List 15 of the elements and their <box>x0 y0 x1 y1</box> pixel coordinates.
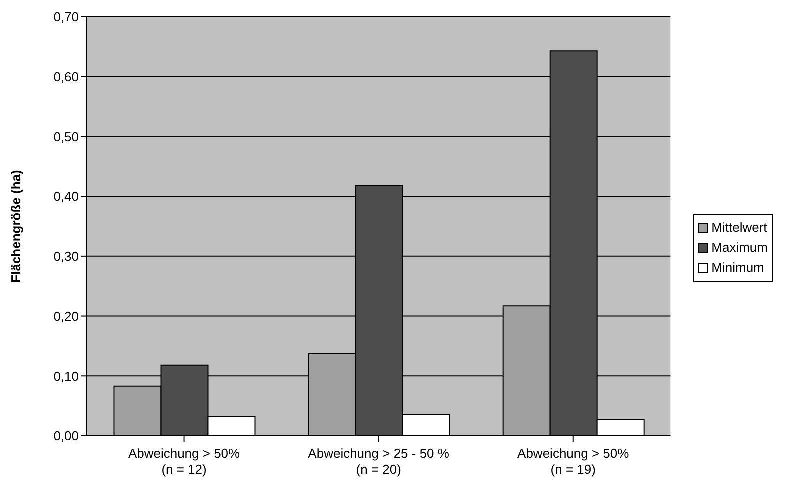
legend-label: Maximum <box>712 239 768 257</box>
y-tick-label: 0,30 <box>54 249 79 264</box>
y-tick-label: 0,00 <box>54 428 79 444</box>
y-tick-label: 0,10 <box>54 368 79 384</box>
y-tick-label: 0,70 <box>54 10 79 25</box>
x-tick-label: Abweichung > 50% (n = 12) <box>128 446 241 477</box>
y-tick-label: 0,60 <box>54 69 79 84</box>
y-tick-label: 0,50 <box>54 129 79 144</box>
y-tick-label: 0,40 <box>54 189 79 204</box>
y-axis-title: Flächengröße (ha) <box>8 170 24 283</box>
x-tick-label: Abweichung > 25 - 50 % (n = 20) <box>308 446 450 477</box>
y-tick-label: 0,20 <box>54 308 79 324</box>
legend-label: Mittelwert <box>712 219 768 237</box>
x-tick-label: Abweichung > 50% (n = 19) <box>518 446 630 477</box>
legend-label: Minimum <box>712 259 764 277</box>
